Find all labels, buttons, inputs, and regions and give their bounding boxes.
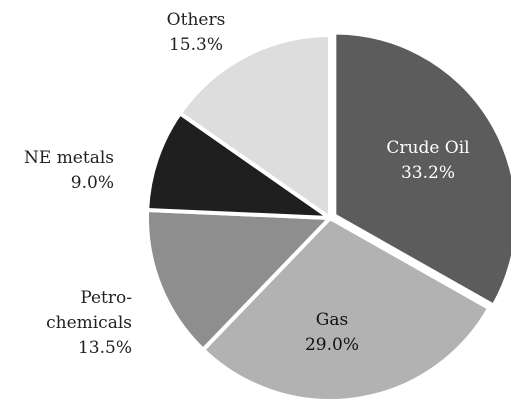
slice-label: Gas 29.0% bbox=[232, 308, 432, 358]
slice-label: Crude Oil 33.2% bbox=[328, 136, 511, 186]
value-label: 29.0% bbox=[304, 335, 359, 355]
category-label: Petro- chemicals bbox=[46, 288, 132, 333]
pie-slice bbox=[145, 110, 337, 221]
value-label: 15.3% bbox=[168, 35, 223, 55]
category-label: Gas bbox=[315, 310, 349, 330]
category-label: Others bbox=[166, 10, 226, 30]
slice-label: Petro- chemicals 13.5% bbox=[46, 286, 132, 361]
category-label: Crude Oil bbox=[386, 138, 470, 158]
slice-label: Others 15.3% bbox=[96, 8, 296, 58]
pie-slice bbox=[177, 32, 332, 222]
pie-slice bbox=[332, 30, 511, 309]
value-label: 33.2% bbox=[400, 163, 455, 183]
value-label: 13.5% bbox=[77, 338, 132, 358]
value-label: 9.0% bbox=[70, 173, 114, 193]
slice-label: NE metals 9.0% bbox=[24, 146, 114, 196]
pie-slice bbox=[145, 207, 335, 353]
pie-slice bbox=[200, 215, 492, 401]
category-label: NE metals bbox=[24, 148, 114, 168]
